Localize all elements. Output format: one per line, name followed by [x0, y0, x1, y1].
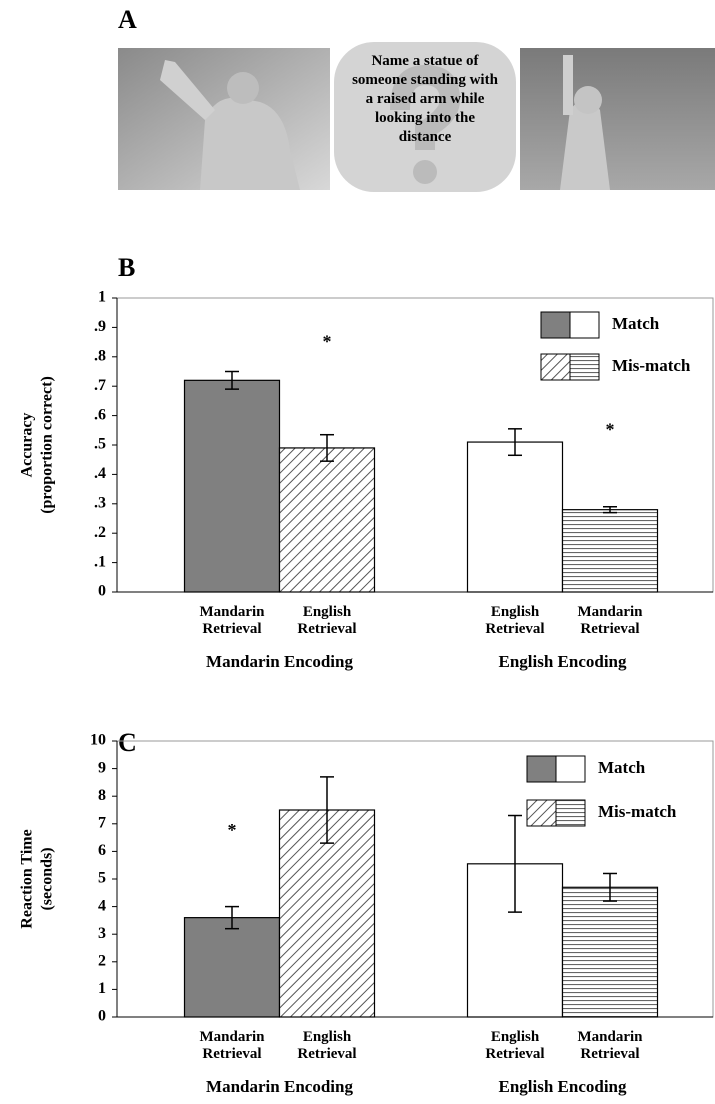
liberty-arm — [563, 55, 573, 115]
y-tick-label: .6 — [94, 406, 106, 423]
legend-swatch — [527, 756, 556, 782]
panel-label: A — [118, 5, 137, 34]
y-tick-label: 10 — [90, 732, 106, 749]
annotation: * — [323, 331, 332, 351]
liberty-head — [574, 86, 602, 114]
question-dot — [413, 160, 437, 184]
x-tick-label: English Retrieval — [285, 1029, 370, 1063]
y-axis-title: Accuracy — [19, 413, 36, 478]
bar — [280, 448, 375, 592]
y-axis-title: (seconds) — [39, 847, 56, 910]
panel-label: B — [118, 253, 135, 282]
y-tick-label: .9 — [94, 318, 106, 335]
prompt-text: Name a statue of someone standing with a… — [350, 52, 500, 147]
y-tick-label: .1 — [94, 553, 106, 570]
y-tick-label: 7 — [98, 814, 106, 831]
y-tick-label: .2 — [94, 524, 106, 541]
panel-label: C — [118, 728, 137, 757]
y-tick-label: 1 — [98, 980, 106, 997]
group-label: English Encoding — [453, 1078, 673, 1095]
x-tick-label: English Retrieval — [285, 604, 370, 638]
bar — [563, 887, 658, 1017]
legend-swatch — [541, 312, 570, 338]
x-tick-label: Mandarin Retrieval — [190, 604, 275, 638]
y-tick-label: 5 — [98, 870, 106, 887]
legend-swatch — [556, 800, 585, 826]
legend-swatch — [556, 756, 585, 782]
legend-swatch — [527, 800, 556, 826]
y-tick-label: 0 — [98, 1008, 106, 1025]
y-tick-label: .4 — [94, 465, 106, 482]
statue-head — [227, 72, 259, 104]
y-tick-label: 2 — [98, 952, 106, 969]
group-label: English Encoding — [453, 653, 673, 670]
y-axis-title: Reaction Time — [19, 829, 36, 928]
x-tick-label: Mandarin Retrieval — [190, 1029, 275, 1063]
y-tick-label: .3 — [94, 494, 106, 511]
legend-swatch — [570, 312, 599, 338]
legend-swatch — [541, 354, 570, 380]
y-tick-label: .5 — [94, 436, 106, 453]
bar — [563, 510, 658, 592]
legend-swatch — [570, 354, 599, 380]
group-label: Mandarin Encoding — [170, 653, 390, 670]
x-tick-label: English Retrieval — [473, 1029, 558, 1063]
page: A B 0 .1 .2 .3 .4 .5 .6 .7 .8 .9 1 Accuracy(proporti… — [0, 0, 715, 1104]
legend-label: Mis-match — [612, 356, 691, 375]
y-tick-label: 9 — [98, 759, 106, 776]
y-tick-label: .8 — [94, 347, 106, 364]
photo — [520, 48, 715, 190]
annotation: * — [606, 419, 615, 439]
y-tick-label: 6 — [98, 842, 106, 859]
annotation: * — [228, 820, 237, 840]
x-tick-label: English Retrieval — [473, 604, 558, 638]
y-tick-label: 8 — [98, 787, 106, 804]
x-tick-label: Mandarin Retrieval — [568, 1029, 653, 1063]
y-tick-label: 1 — [98, 289, 106, 306]
figure: A B 0 .1 .2 .3 .4 .5 .6 .7 .8 .9 1 Accuracy(proporti… — [0, 0, 715, 1104]
legend-label: Match — [598, 758, 646, 777]
bar — [468, 442, 563, 592]
y-tick-label: 4 — [98, 897, 106, 914]
y-tick-label: 0 — [98, 583, 106, 600]
legend-label: Mis-match — [598, 802, 677, 821]
group-label: Mandarin Encoding — [170, 1078, 390, 1095]
bar — [185, 918, 280, 1017]
y-axis-title: (proportion correct) — [39, 376, 56, 514]
y-tick-label: 3 — [98, 925, 106, 942]
y-tick-label: .7 — [94, 377, 106, 394]
legend-label: Match — [612, 314, 660, 333]
bar — [185, 380, 280, 592]
x-tick-label: Mandarin Retrieval — [568, 604, 653, 638]
